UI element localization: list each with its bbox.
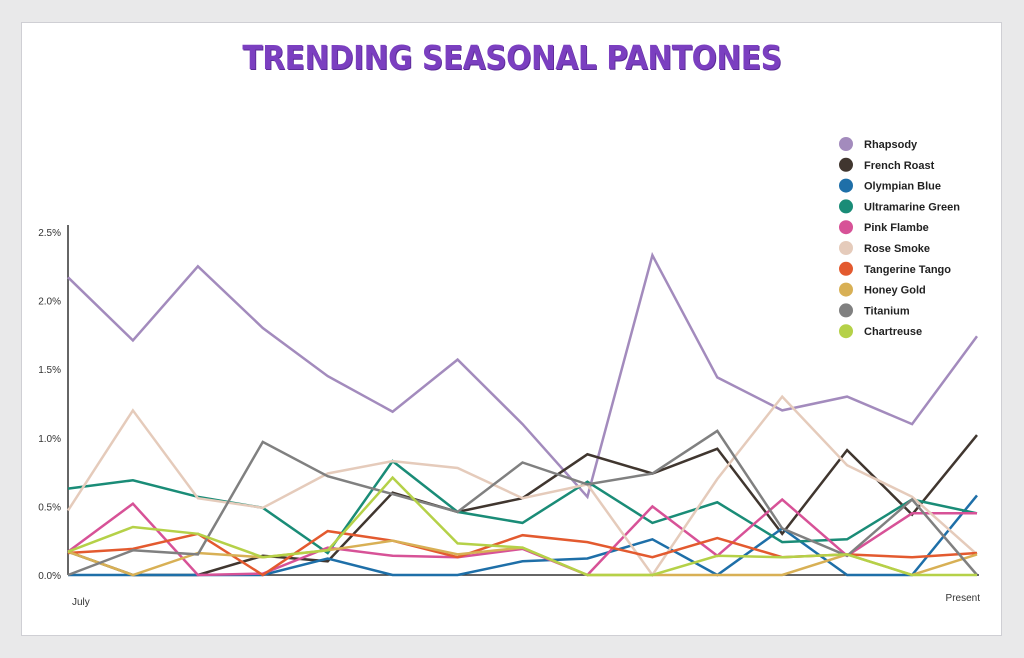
legend-label: Chartreuse <box>864 326 922 338</box>
x-end-label: Present <box>946 593 981 604</box>
legend-label: Pink Flambe <box>864 222 929 234</box>
legend-swatch <box>839 220 853 235</box>
y-tick-label: 1.5% <box>38 365 61 376</box>
legend-swatch <box>839 157 853 172</box>
series-line-titanium <box>67 429 978 577</box>
legend-label: French Roast <box>864 160 935 172</box>
legend-swatch <box>839 261 853 276</box>
y-tick-label: 1.0% <box>38 434 61 445</box>
legend-swatch <box>839 324 853 339</box>
chart-card <box>21 22 1002 636</box>
series-line-chartreuse <box>67 475 977 577</box>
y-tick-label: 2.0% <box>38 297 61 308</box>
legend-label: Ultramarine Green <box>864 201 960 213</box>
y-tick-label: 0.5% <box>38 502 61 513</box>
y-tick-label: 0.0% <box>38 571 61 582</box>
legend-swatch <box>839 241 853 255</box>
legend-label: Honey Gold <box>864 285 926 297</box>
legend-label: Titanium <box>864 305 910 317</box>
series-line-rhapsody <box>67 251 979 500</box>
legend-label: Rhapsody <box>864 139 918 151</box>
legend-swatch <box>839 199 853 214</box>
y-tick-label: 2.5% <box>38 228 61 239</box>
series-line-rose-smoke <box>66 394 978 578</box>
y-axis-ticks: 0.0% 0.5% 1.0% 1.5% 2.0% 2.5% <box>38 228 61 582</box>
legend-label: Rose Smoke <box>864 243 930 255</box>
legend-label: Olympian Blue <box>864 181 941 193</box>
chart-title: TRENDING SEASONAL PANTONES <box>242 38 782 77</box>
legend-swatch <box>839 137 853 151</box>
series-lines <box>66 251 979 578</box>
legend-swatch <box>839 303 853 318</box>
x-start-label: July <box>72 597 90 608</box>
legend: Rhapsody French Roast Olympian Blue Ultrama… <box>839 137 960 339</box>
legend-swatch <box>839 282 853 297</box>
legend-swatch <box>839 178 853 193</box>
legend-label: Tangerine Tango <box>864 264 951 276</box>
